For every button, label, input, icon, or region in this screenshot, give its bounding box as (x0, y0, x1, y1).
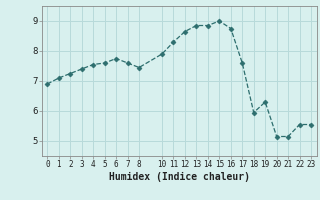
X-axis label: Humidex (Indice chaleur): Humidex (Indice chaleur) (109, 172, 250, 182)
